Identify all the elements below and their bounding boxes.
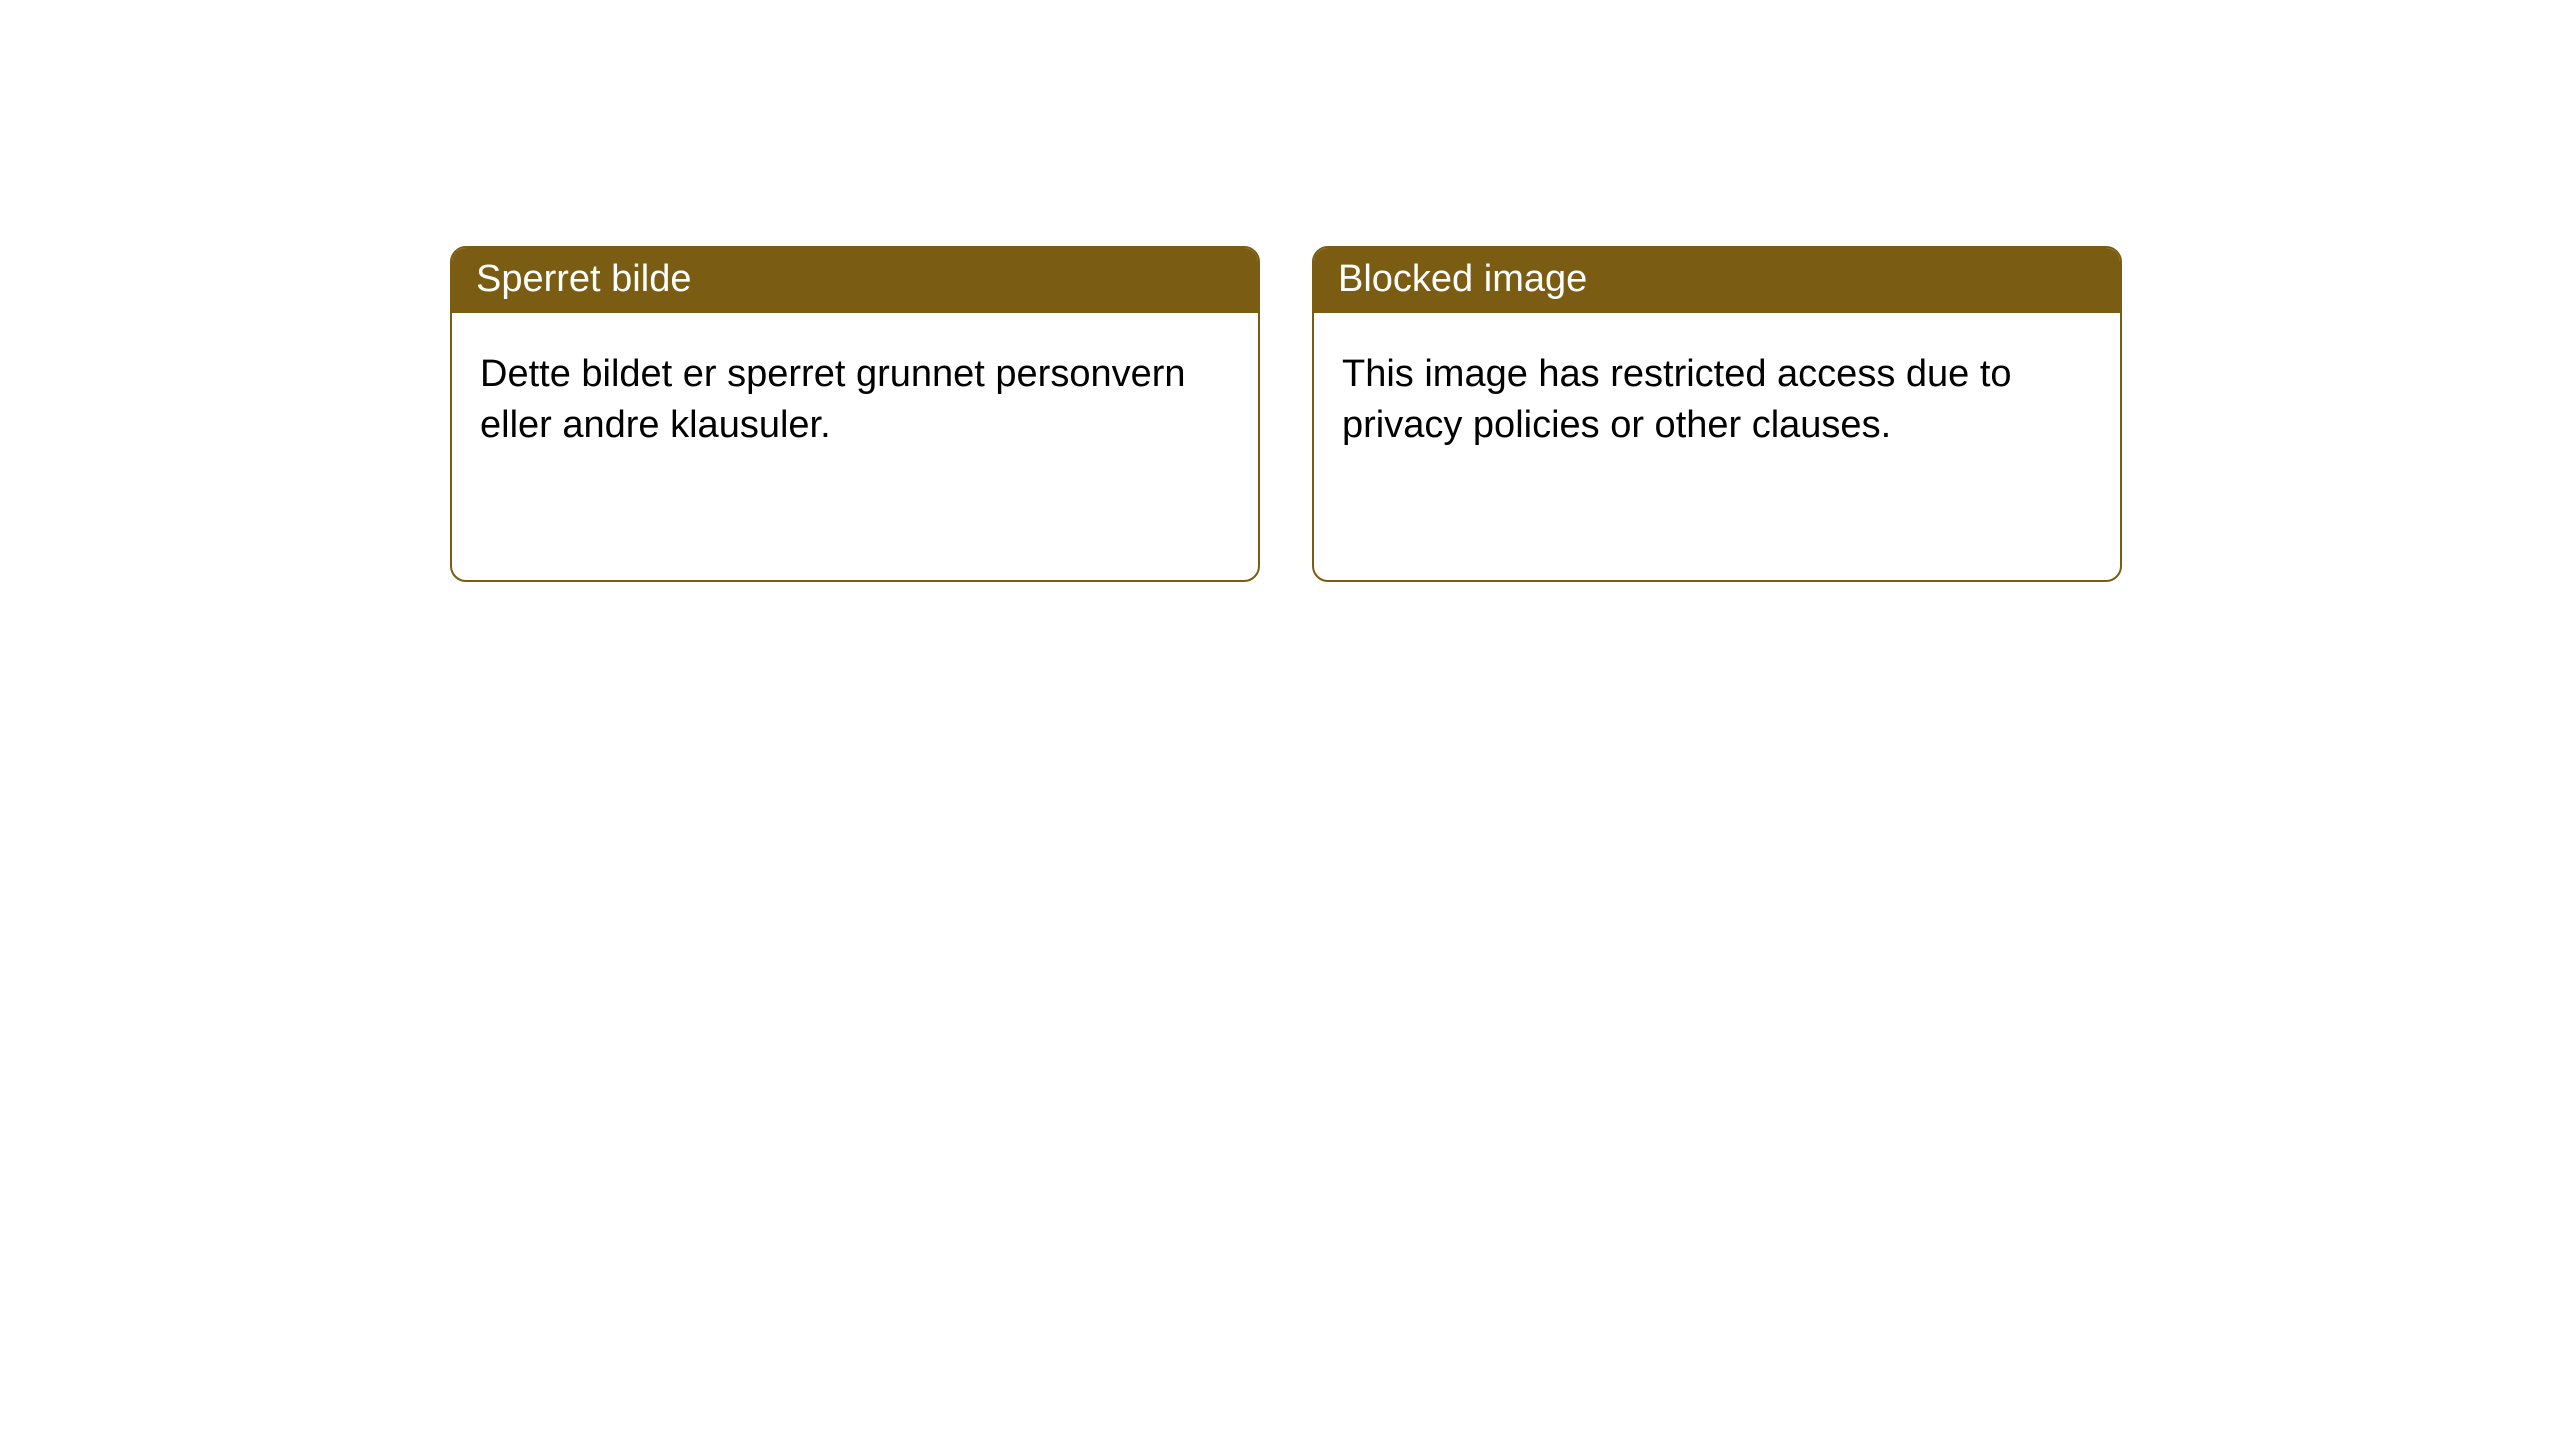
notice-cards-container: Sperret bilde Dette bildet er sperret gr…	[0, 0, 2560, 582]
notice-card-title: Blocked image	[1314, 248, 2120, 313]
notice-card-title: Sperret bilde	[452, 248, 1258, 313]
notice-card-english: Blocked image This image has restricted …	[1312, 246, 2122, 582]
notice-card-body: This image has restricted access due to …	[1314, 313, 2120, 480]
notice-card-norwegian: Sperret bilde Dette bildet er sperret gr…	[450, 246, 1260, 582]
notice-card-body: Dette bildet er sperret grunnet personve…	[452, 313, 1258, 480]
